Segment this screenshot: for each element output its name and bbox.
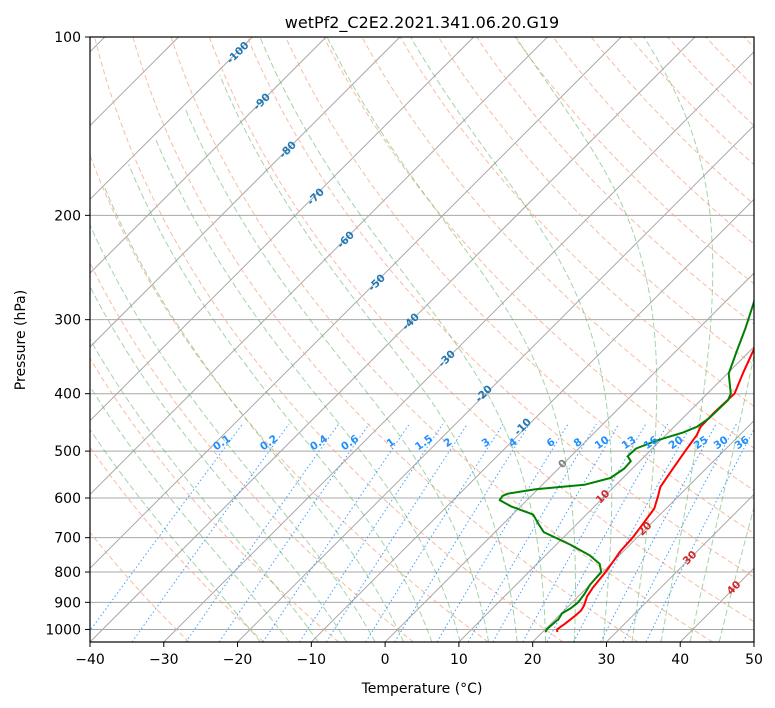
mixing-ratio-line bbox=[573, 423, 693, 642]
x-tick-label: −10 bbox=[297, 652, 327, 668]
isotherm-line bbox=[163, 51, 754, 642]
mixing-ratio-line bbox=[218, 423, 370, 642]
dry-adiabat-line bbox=[170, 37, 713, 642]
dry-adiabat-line bbox=[323, 37, 754, 492]
x-tick-label: 10 bbox=[450, 652, 468, 668]
chart-title: wetPf2_C2E2.2021.341.06.20.G19 bbox=[285, 13, 559, 33]
x-tick-label: −20 bbox=[223, 652, 253, 668]
moist-adiabat-line bbox=[643, 37, 714, 642]
moist-adiabat-line bbox=[219, 75, 518, 642]
x-axis-label: Temperature (°C) bbox=[361, 681, 483, 697]
moist-adiabat-line bbox=[90, 338, 319, 642]
mixing-ratio-line bbox=[467, 423, 597, 642]
mixing-ratio-line bbox=[600, 423, 717, 642]
isotherm-line bbox=[90, 37, 475, 422]
moist-adiabat-line bbox=[90, 223, 376, 642]
y-tick-label: 900 bbox=[54, 595, 81, 611]
mixing-ratio-line bbox=[365, 423, 504, 642]
sounding-series bbox=[498, 297, 754, 633]
dry-adiabat-line bbox=[361, 37, 754, 449]
plot-frame bbox=[89, 36, 755, 643]
dry-adiabat-line bbox=[94, 37, 564, 642]
axes: −40 −30 −20 −10 0 10 20 30 40 50 100 200 300 400 500 60… bbox=[45, 30, 763, 668]
isotherm-line bbox=[384, 272, 754, 642]
mixing-ratio-line bbox=[622, 423, 737, 642]
isotherm-line bbox=[90, 37, 253, 201]
dry-adiabat-line bbox=[285, 37, 754, 535]
x-tick-label: 30 bbox=[598, 652, 616, 668]
x-tick-label: 50 bbox=[745, 652, 763, 668]
y-tick-label: 100 bbox=[54, 30, 81, 46]
moist-adiabat-line bbox=[90, 385, 290, 642]
isotherm-line bbox=[532, 419, 754, 642]
y-tick-label: 1000 bbox=[45, 622, 81, 638]
dewpoint-profile-line bbox=[498, 297, 754, 633]
isotherm-line bbox=[90, 37, 327, 274]
moist-adiabat-line bbox=[90, 428, 261, 642]
mixing-ratio-line bbox=[131, 423, 290, 642]
mixing-ratio-line bbox=[394, 423, 531, 642]
moist-adiabat-line bbox=[128, 164, 433, 642]
dry-adiabat-line bbox=[90, 531, 190, 642]
moist-adiabat-line bbox=[410, 37, 613, 642]
dry-adiabat-line bbox=[437, 37, 754, 366]
x-tick-label: 0 bbox=[381, 652, 390, 668]
isotherm-line bbox=[90, 37, 401, 348]
y-tick-label: 800 bbox=[54, 565, 81, 581]
moist-adiabat-line bbox=[104, 188, 404, 642]
y-tick-label: 300 bbox=[54, 313, 81, 329]
plot-area bbox=[90, 37, 754, 642]
x-tick-label: −30 bbox=[149, 652, 179, 668]
isotherm-line bbox=[237, 124, 754, 642]
x-tick-label: 40 bbox=[671, 652, 689, 668]
background-lines bbox=[90, 37, 754, 642]
moist-adiabat-line bbox=[515, 37, 658, 642]
moist-adiabat-line bbox=[154, 137, 461, 642]
x-tick-label: 20 bbox=[524, 652, 542, 668]
dry-adiabat-line bbox=[90, 261, 414, 642]
dry-adiabat-line bbox=[90, 153, 489, 642]
y-tick-label: 200 bbox=[54, 208, 81, 224]
y-axis-label: Pressure (hPa) bbox=[13, 290, 29, 390]
isotherm-line bbox=[90, 37, 548, 496]
mixing-ratio-line bbox=[645, 428, 754, 642]
isotherm-line bbox=[90, 37, 696, 642]
x-tick-label: −40 bbox=[75, 652, 105, 668]
dry-adiabat-line bbox=[514, 37, 754, 285]
mixing-ratio-line bbox=[185, 423, 340, 642]
isotherm-line bbox=[458, 346, 754, 642]
temperature-profile-line bbox=[556, 346, 754, 633]
y-tick-label: 400 bbox=[54, 387, 81, 403]
moist-adiabat-line bbox=[184, 108, 490, 642]
dry-adiabat-line bbox=[90, 357, 339, 642]
mixing-ratio-line bbox=[262, 423, 410, 642]
dry-adiabat-line bbox=[132, 37, 639, 642]
dry-adiabat-line bbox=[90, 446, 265, 642]
y-tick-label: 700 bbox=[54, 531, 81, 547]
mixing-ratio-line bbox=[522, 423, 647, 642]
y-tick-label: 500 bbox=[54, 444, 81, 460]
moist-adiabat-line bbox=[90, 285, 348, 642]
isotherm-line bbox=[90, 37, 622, 569]
y-tick-label: 600 bbox=[54, 491, 81, 507]
moist-adiabat-line bbox=[259, 37, 547, 642]
mixing-ratio-line bbox=[436, 423, 569, 642]
isotherm-line bbox=[606, 493, 754, 642]
